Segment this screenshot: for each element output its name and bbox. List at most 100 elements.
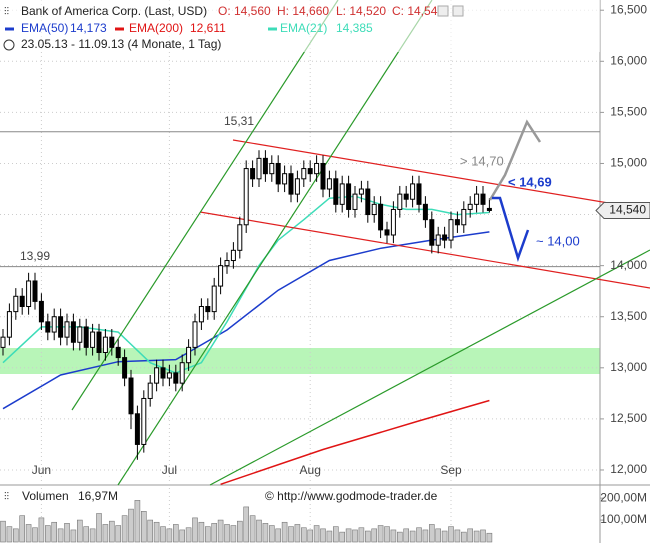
candle-body bbox=[64, 321, 70, 338]
legend-value: 12,611 bbox=[190, 21, 226, 35]
volume-bar bbox=[294, 524, 301, 543]
x-tick-label: Jun bbox=[32, 463, 51, 477]
candle-body bbox=[333, 178, 339, 205]
title: Bank of America Corp. (Last, USD) bbox=[21, 4, 207, 18]
period: 23.05.13 - 11.09.13 (4 Monate, 1 Tag) bbox=[21, 37, 221, 51]
volume-bar bbox=[345, 528, 352, 543]
volume-bar bbox=[13, 528, 19, 543]
volume-bar bbox=[441, 530, 448, 543]
legend-name: EMA(21) bbox=[280, 21, 327, 35]
price-tag bbox=[595, 201, 650, 219]
volume-bar bbox=[422, 529, 429, 543]
volume-bar bbox=[185, 527, 192, 543]
close-button[interactable] bbox=[452, 5, 464, 17]
volume-bar bbox=[352, 529, 358, 543]
volume-bar bbox=[486, 532, 493, 543]
ema-line bbox=[220, 399, 490, 486]
settings-button[interactable] bbox=[437, 5, 449, 17]
volume-bar bbox=[390, 529, 397, 543]
candle-body bbox=[397, 193, 403, 210]
volume-bar bbox=[224, 524, 230, 543]
candle-body bbox=[83, 326, 89, 348]
volume-bar bbox=[428, 524, 435, 543]
volume-header: ⫶⫶ Volumen 16,97M © http://www.godmode-t… bbox=[4, 489, 438, 503]
y-tick-label: 100,00M bbox=[600, 512, 647, 526]
volume-bar bbox=[454, 529, 461, 543]
trend-line bbox=[199, 211, 650, 289]
candle-body bbox=[294, 178, 300, 195]
candle-body bbox=[243, 168, 249, 226]
candle-body bbox=[96, 331, 102, 353]
candle-body bbox=[416, 183, 422, 205]
volume-bar bbox=[243, 506, 249, 543]
candle-body bbox=[115, 346, 121, 359]
volume-bar bbox=[83, 526, 89, 543]
volume-bar bbox=[115, 525, 121, 543]
volume-bar bbox=[339, 531, 346, 543]
candle-body bbox=[282, 173, 288, 185]
candle-body bbox=[454, 219, 460, 226]
grid bbox=[0, 0, 600, 543]
candle-body bbox=[102, 336, 108, 353]
candle-body bbox=[77, 326, 83, 343]
candle-body bbox=[435, 234, 441, 246]
candle-body bbox=[403, 193, 409, 200]
icon: ⫶⫶ bbox=[4, 7, 9, 18]
volume-bar bbox=[237, 520, 243, 543]
candle-body bbox=[250, 168, 256, 180]
volume-bar bbox=[70, 529, 77, 543]
volume-bar bbox=[320, 528, 326, 543]
header: ⫶⫶ Bank of America Corp. (Last, USD) O: … bbox=[0, 0, 600, 52]
candle-body bbox=[448, 219, 454, 241]
ema-line bbox=[2, 231, 490, 410]
y-tick-label: 14,000 bbox=[610, 258, 647, 272]
candle-body bbox=[147, 382, 153, 399]
candle-body bbox=[70, 321, 76, 343]
candle-body bbox=[173, 372, 179, 384]
candle-body bbox=[262, 157, 268, 175]
candle-body bbox=[358, 188, 364, 195]
source: © http://www.godmode-trader.de bbox=[265, 489, 438, 503]
support-zone bbox=[0, 348, 600, 374]
candle-body bbox=[19, 295, 25, 308]
x-tick-label: Jul bbox=[162, 463, 177, 477]
volume-bar bbox=[102, 524, 109, 543]
candle-body bbox=[230, 249, 236, 262]
y-tick-label: 13,000 bbox=[610, 360, 647, 374]
candle-body bbox=[38, 300, 44, 323]
volume-title: Volumen bbox=[22, 489, 69, 503]
volume-bar bbox=[377, 525, 384, 543]
icon: ⫶⫶ bbox=[4, 492, 9, 503]
candle-body bbox=[6, 311, 12, 338]
volume-bar bbox=[467, 528, 474, 543]
y-tick-label: 13,500 bbox=[610, 309, 647, 323]
ohlc-close: C: 14,540 bbox=[392, 4, 444, 18]
candle-body bbox=[166, 372, 172, 379]
volume-bar bbox=[249, 515, 256, 543]
header-bg bbox=[0, 0, 600, 52]
candle-body bbox=[218, 265, 224, 287]
ohlc-low: L: 14,520 bbox=[336, 4, 386, 18]
candle-body bbox=[320, 162, 326, 190]
volume-bar bbox=[230, 525, 237, 543]
legend: EMA(50) 14,173 EMA(200) 12,611 EMA(21) 14,385 bbox=[5, 21, 373, 35]
scenario-arrow bbox=[488, 119, 542, 201]
legend-value: 14,385 bbox=[336, 21, 373, 35]
candle-body bbox=[122, 357, 128, 379]
volume-bar bbox=[268, 525, 275, 543]
volume-bar bbox=[211, 523, 217, 543]
volume-bar bbox=[288, 526, 294, 543]
volume-bar bbox=[460, 531, 467, 543]
y-tick-label: 15,000 bbox=[610, 156, 647, 170]
volume-bar bbox=[262, 523, 269, 543]
candle-body bbox=[378, 203, 384, 231]
candle-body bbox=[269, 162, 275, 175]
volume-bar bbox=[371, 528, 378, 543]
volume-bar bbox=[281, 521, 288, 543]
volume-bar bbox=[480, 529, 486, 543]
candle-body bbox=[128, 377, 134, 415]
volume-bar bbox=[0, 520, 6, 543]
volume-bar bbox=[198, 521, 205, 543]
annotation: < 14,69 bbox=[508, 174, 552, 189]
candle-body bbox=[0, 336, 6, 348]
